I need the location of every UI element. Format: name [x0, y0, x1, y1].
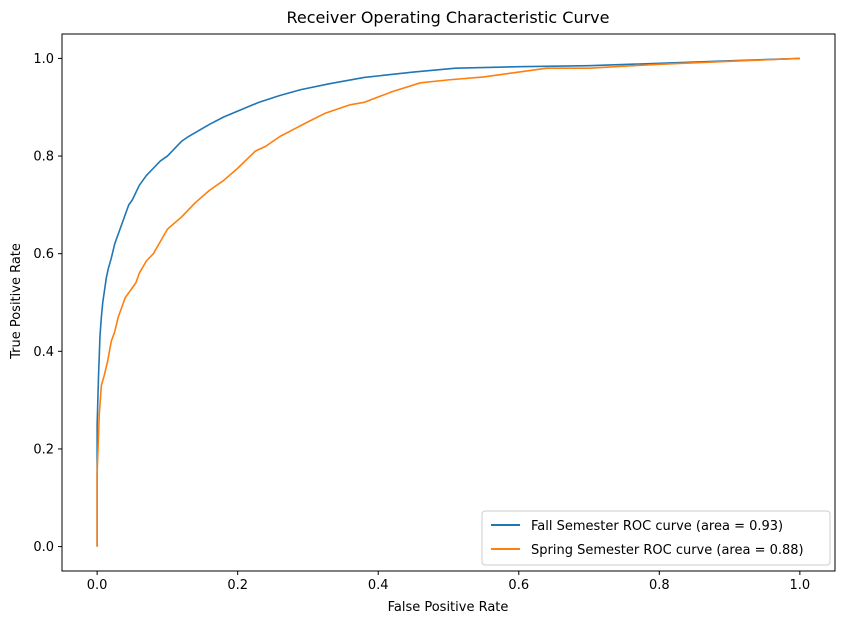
chart-title: Receiver Operating Characteristic Curve	[287, 8, 610, 27]
x-tick-label: 1.0	[790, 578, 811, 593]
legend-label-fall: Fall Semester ROC curve (area = 0.93)	[531, 519, 783, 534]
spring-roc-curve	[96, 57, 800, 547]
legend: Fall Semester ROC curve (area = 0.93) Sp…	[481, 510, 831, 566]
y-tick-label: 0.8	[33, 150, 54, 165]
fall-roc-curve	[96, 57, 800, 547]
x-tick-label: 0.6	[508, 578, 529, 593]
y-axis-label: True Positive Rate	[9, 243, 24, 360]
x-tick-label: 0.0	[87, 578, 108, 593]
x-tick-label: 0.8	[649, 578, 670, 593]
axes-frame	[61, 33, 836, 572]
y-tick-label: 0.2	[33, 442, 54, 457]
y-tick-label: 0.6	[33, 247, 54, 262]
y-tick-label: 0.4	[33, 345, 54, 360]
y-tick-label: 0.0	[33, 540, 54, 555]
x-tick-label: 0.2	[227, 578, 248, 593]
y-ticks: 0.0 0.2 0.4 0.6 0.8 1.0	[33, 52, 62, 555]
y-tick-label: 1.0	[33, 52, 54, 67]
plot-area: 0.0 0.2 0.4 0.6 0.8 1.0 0.0 0.2 0.4 0.6 0.8 1.0	[33, 33, 836, 593]
x-axis-label: False Positive Rate	[388, 600, 509, 615]
legend-box	[481, 510, 831, 566]
x-ticks: 0.0 0.2 0.4 0.6 0.8 1.0	[87, 571, 810, 593]
x-tick-label: 0.4	[368, 578, 389, 593]
legend-label-spring: Spring Semester ROC curve (area = 0.88)	[531, 543, 804, 558]
series-layer	[96, 57, 800, 547]
